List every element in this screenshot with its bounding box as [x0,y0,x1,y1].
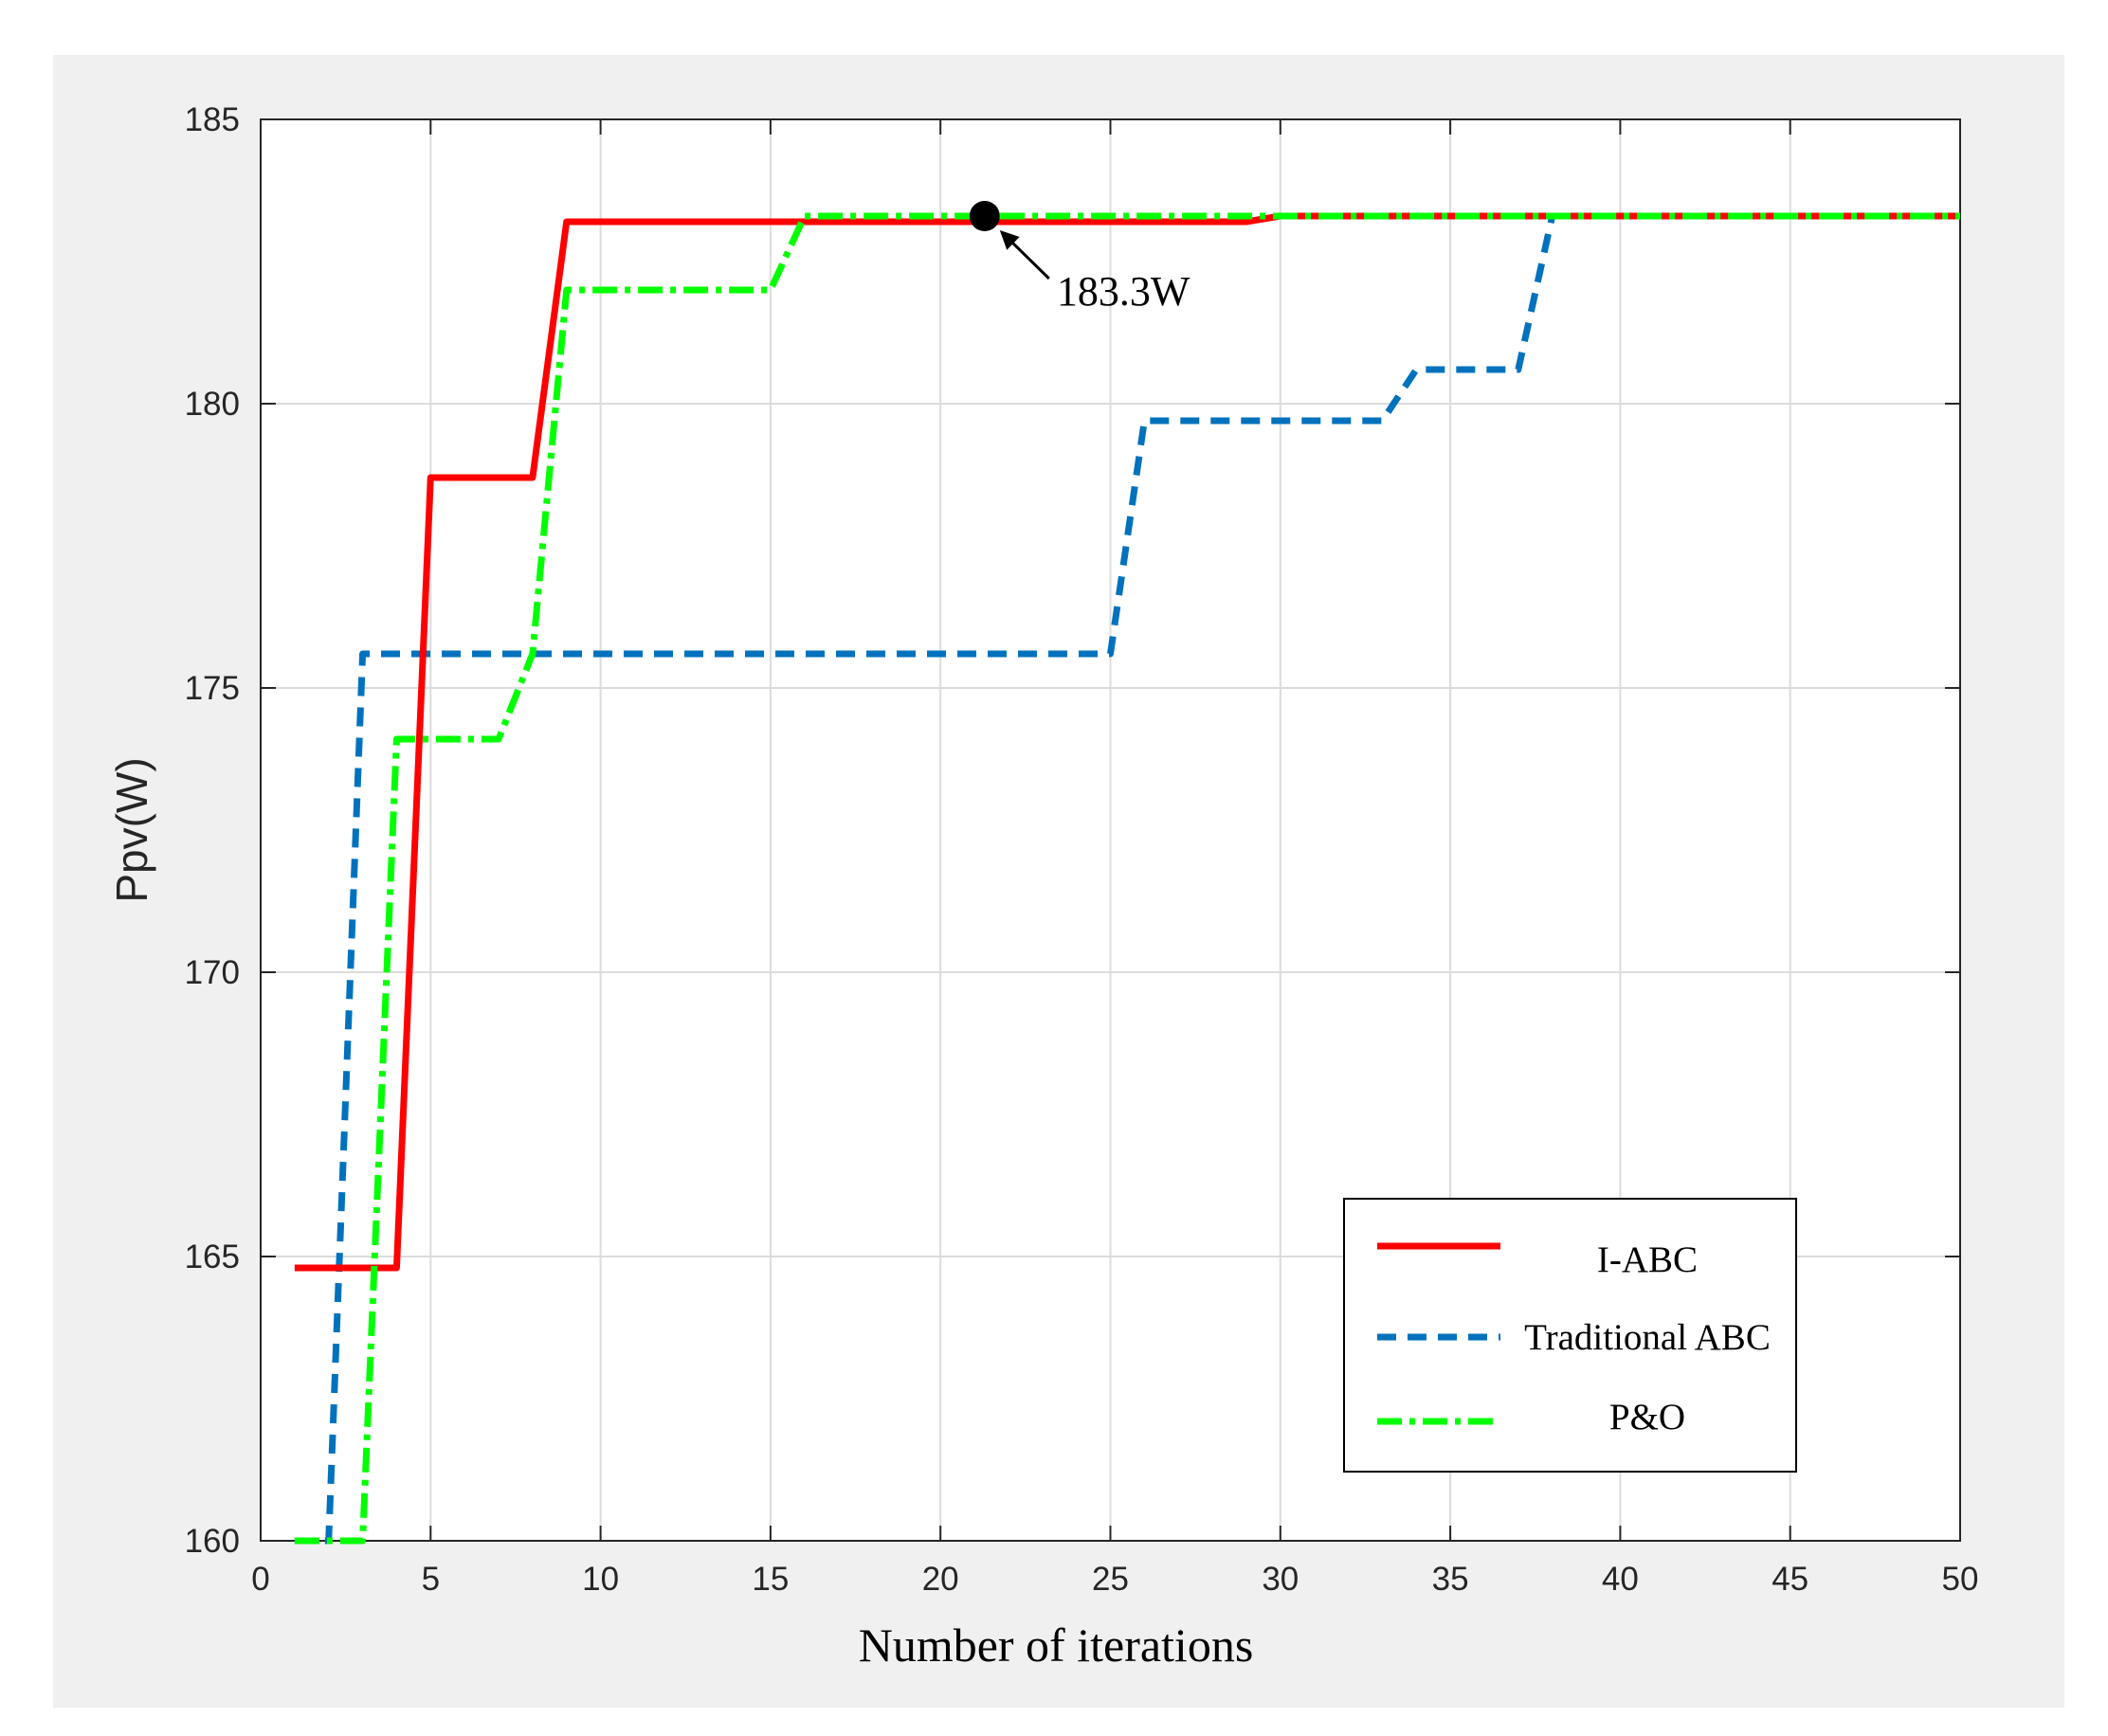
plot-frame [260,118,1961,1542]
x-tick-label: 50 [1942,1561,1979,1598]
x-tick-label: 40 [1602,1561,1639,1598]
x-tick-labels: 0 5 10 15 20 25 30 35 40 45 50 [251,1561,1978,1598]
annotation-label: 183.3W [1057,268,1190,315]
annotation-arrowhead [999,230,1020,250]
x-tick-label: 20 [922,1561,959,1598]
y-tick-label: 160 [185,1523,240,1560]
x-tick-label: 45 [1772,1561,1808,1598]
y-tick-label: 165 [185,1239,240,1275]
y-tick-label: 185 [185,101,240,138]
series-line-p-and-o [294,212,1960,1545]
annotation-marker [969,201,1000,231]
y-tick-label: 170 [185,954,240,991]
annotation-layer: 183.3W [969,201,1190,315]
x-tick-label: 5 [422,1561,440,1598]
x-tick-label: 35 [1432,1561,1469,1598]
legend-label-p-and-o: P&O [1609,1397,1685,1438]
series-layer [294,212,1960,1545]
x-tick-label: 25 [1092,1561,1129,1598]
x-tick-label: 30 [1262,1561,1299,1598]
y-tick-label: 175 [185,670,240,707]
x-tick-label: 15 [752,1561,789,1598]
legend-label-i-abc: I-ABC [1597,1239,1698,1280]
y-tick-labels: 160 165 170 175 180 185 [185,101,240,1560]
x-tick-label: 10 [582,1561,619,1598]
y-axis-label: Ppv(W) [107,757,156,902]
x-tick-label: 0 [251,1561,269,1598]
legend: I-ABC Traditional ABC P&O [1343,1198,1797,1473]
y-tick-label: 180 [185,386,240,423]
x-axis-label: Number of iterations [859,1618,1254,1672]
legend-label-traditional-abc: Traditional ABC [1524,1317,1771,1358]
